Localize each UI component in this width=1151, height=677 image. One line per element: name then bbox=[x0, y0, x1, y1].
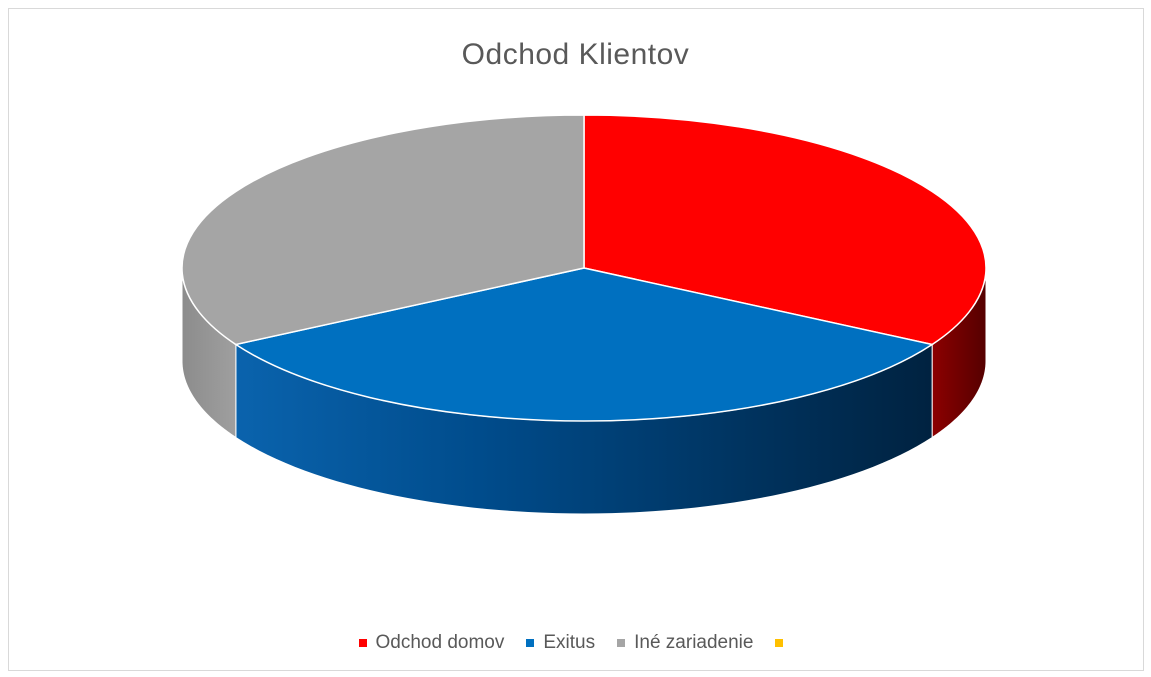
legend: Odchod domov Exitus Iné zariadenie bbox=[0, 632, 1151, 654]
pie-slice-1[interactable] bbox=[233, 267, 935, 422]
legend-label-2: Iné zariadenie bbox=[634, 632, 754, 653]
legend-label-0: Odchod domov bbox=[375, 632, 505, 653]
legend-item-3[interactable] bbox=[775, 639, 792, 647]
legend-swatch-1 bbox=[526, 639, 535, 647]
pie-slice-0[interactable] bbox=[583, 114, 987, 346]
legend-item-1[interactable]: Exitus bbox=[526, 632, 595, 654]
chart-title: Odchod Klientov bbox=[461, 38, 690, 71]
legend-item-0[interactable]: Odchod domov bbox=[358, 632, 505, 654]
pie-slice-2[interactable] bbox=[181, 114, 585, 346]
legend-swatch-0 bbox=[358, 639, 367, 647]
legend-swatch-2 bbox=[617, 639, 626, 647]
legend-label-1: Exitus bbox=[543, 632, 596, 653]
chart-frame bbox=[8, 8, 1144, 671]
legend-item-2[interactable]: Iné zariadenie bbox=[617, 632, 753, 654]
legend-swatch-3 bbox=[775, 639, 784, 647]
